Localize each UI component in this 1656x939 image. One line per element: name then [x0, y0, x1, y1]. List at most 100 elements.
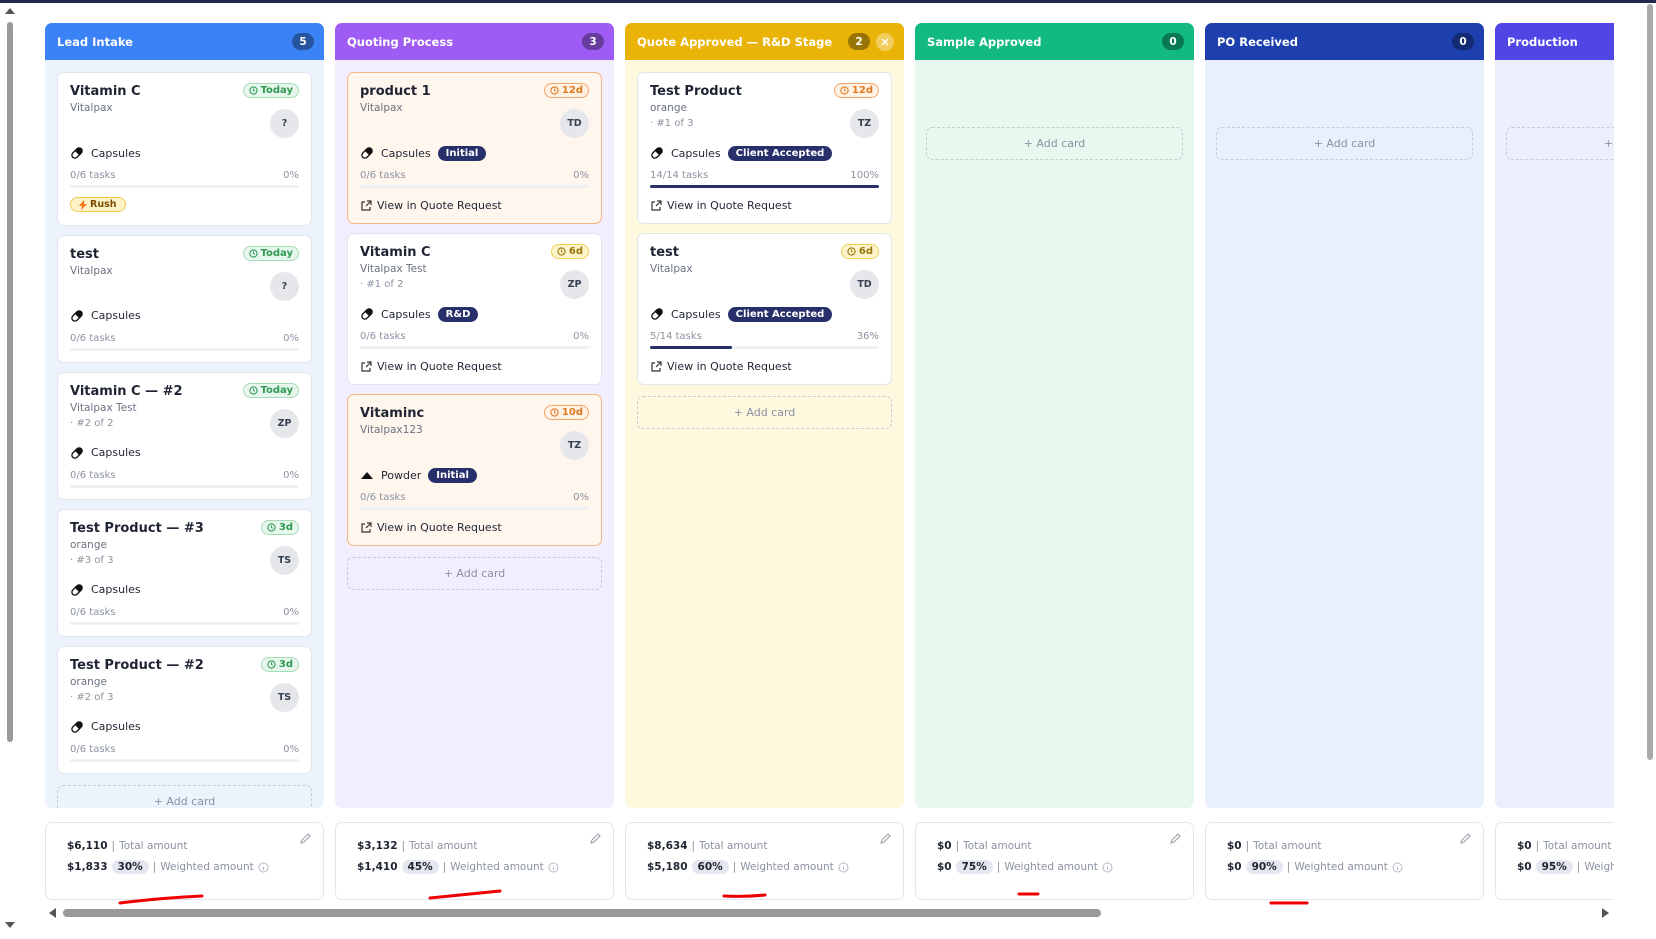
progress-fill — [650, 346, 733, 349]
external-icon — [650, 360, 662, 373]
card[interactable]: Test Product — #3 orange · #3 of 3 3d TS Caps… — [57, 508, 312, 637]
card[interactable]: test Vitalpax Today? Capsules 0/6 tasks 0% — [57, 234, 312, 363]
company: Vitalpax — [70, 264, 113, 277]
page-scrollbar[interactable] — [1644, 4, 1656, 764]
vertical-scrollbar[interactable] — [4, 8, 16, 928]
card-title: Vitamin C — #2 — [70, 383, 183, 399]
quote-link[interactable]: View in Quote Request — [360, 521, 589, 534]
due-badge: 3d — [260, 656, 299, 672]
form-row: Capsules Client Accepted — [650, 143, 879, 163]
add-card[interactable]: + Add card — [1216, 127, 1473, 160]
rush-tag: Rush — [70, 197, 126, 212]
edit-button[interactable] — [589, 833, 601, 848]
add-card[interactable]: + Add card — [57, 784, 312, 808]
form-icon — [360, 146, 374, 160]
stage-tag: Initial — [437, 145, 487, 161]
total-row: $6,110 | Total amount — [67, 840, 187, 852]
stage-tag: Client Accepted — [727, 306, 833, 322]
card-title: Test Product — #2 — [70, 657, 204, 673]
weighted-row: $0 75% | Weighted amount — [937, 860, 1113, 874]
edit-button[interactable] — [299, 833, 311, 848]
progress-track — [360, 346, 589, 349]
quote-link[interactable]: View in Quote Request — [360, 199, 589, 212]
card-title: product 1 — [360, 84, 431, 99]
avatar: TZ — [560, 431, 589, 460]
company: Vitalpax Test — [360, 263, 427, 275]
progress-label: 0% — [573, 170, 589, 181]
progress-label: 36% — [856, 331, 879, 342]
close-button[interactable] — [876, 32, 894, 51]
sequence: · #1 of 3 — [650, 118, 694, 129]
scroll-left[interactable] — [49, 908, 56, 918]
tasks: 0/6 tasks — [360, 170, 406, 181]
tasks-row: 0/6 tasks 0% — [70, 170, 299, 181]
clock-icon — [267, 522, 276, 532]
avatar: TD — [850, 270, 879, 299]
quote-link[interactable]: View in Quote Request — [650, 360, 879, 373]
percent: 90% — [1245, 860, 1283, 874]
weighted-row: $095%|Weighted amount — [1517, 860, 1614, 874]
edit-button[interactable] — [879, 833, 891, 848]
card[interactable]: Test Product — #2 orange · #2 of 3 3d TS Caps… — [57, 645, 312, 774]
scroll-thumb[interactable] — [7, 22, 13, 742]
card-count: 5 — [292, 33, 314, 50]
card[interactable]: Vitaminc Vitalpax123 10d TZ Powder Initial 0/6… — [347, 394, 602, 546]
card[interactable]: Vitamin C Vitalpax Today? Capsules 0/6 tasks… — [57, 72, 312, 226]
column-body: PO Received 0 + Add card — [1205, 23, 1484, 808]
bolt-icon — [79, 199, 87, 210]
weighted-label: Weighted amount — [1294, 861, 1388, 873]
edit-button[interactable] — [1459, 833, 1471, 848]
card-count: 2 — [848, 33, 870, 50]
card-header: Vitaminc Vitalpax123 10d TZ — [360, 405, 589, 465]
add-card[interactable]: + Add card — [1506, 127, 1614, 160]
card-title: test — [70, 246, 99, 262]
card[interactable]: product 1 Vitalpax 12d TD Capsules Initial 0/6… — [347, 72, 602, 224]
weighted-row: $1,833 30% | Weighted amount — [67, 860, 269, 874]
progress-label: 100% — [850, 170, 879, 181]
company: Vitalpax — [70, 102, 113, 114]
column-footer: $0 | Total amount $0 75% | Weighted amount — [915, 822, 1194, 900]
column-title: PO Received — [1217, 34, 1298, 49]
weighted-amount: $1,410 — [357, 861, 398, 873]
separator: | — [732, 861, 737, 873]
percent: 30% — [111, 860, 149, 874]
external-icon — [360, 360, 372, 373]
tasks-row: 0/6 tasks 0% — [70, 607, 299, 618]
total-amount: $0 — [1227, 840, 1242, 852]
clock-icon — [550, 408, 559, 417]
quote-link[interactable]: View in Quote Request — [360, 360, 589, 373]
scroll-up[interactable] — [5, 8, 15, 14]
card-count: 0 — [1162, 33, 1184, 50]
form-icon — [650, 146, 664, 160]
form: Capsules — [91, 583, 141, 596]
card[interactable]: Vitamin C Vitalpax Test · #1 of 2 6d ZP Capsu… — [347, 233, 602, 385]
separator: | — [1245, 840, 1250, 852]
card-header: test Vitalpax 6d TD — [650, 244, 879, 304]
column-footer: $8,634 | Total amount $5,180 60% | Weighted am… — [625, 822, 904, 900]
form: Capsules — [91, 309, 141, 322]
avatar: TS — [270, 682, 299, 712]
edit-button[interactable] — [1169, 833, 1181, 848]
clock-icon — [550, 86, 559, 95]
progress-label: 0% — [283, 743, 299, 755]
horizontal-scrollbar[interactable] — [49, 907, 1609, 919]
card[interactable]: test Vitalpax 6d TD Capsules Client Accepted 5… — [637, 233, 892, 385]
tasks-row: 0/6 tasks 0% — [360, 331, 589, 342]
progress-label: 0% — [573, 492, 589, 503]
form: Capsules — [381, 146, 431, 160]
scroll-down[interactable] — [5, 922, 15, 928]
column-title: Sample Approved — [927, 34, 1042, 49]
add-card[interactable]: + Add card — [637, 396, 892, 429]
scroll-right[interactable] — [1602, 908, 1609, 918]
avatar: ? — [270, 109, 299, 138]
scroll-thumb[interactable] — [1647, 4, 1653, 760]
form-row: Capsules Client Accepted — [650, 304, 879, 324]
quote-link[interactable]: View in Quote Request — [650, 199, 879, 212]
add-card[interactable]: + Add card — [347, 557, 602, 590]
add-card[interactable]: + Add card — [926, 127, 1183, 160]
info-icon — [838, 862, 849, 873]
card[interactable]: Vitamin C — #2 Vitalpax Test · #2 of 2 Toda… — [57, 371, 312, 500]
scroll-thumb[interactable] — [63, 909, 1101, 917]
card[interactable]: Test Product orange · #1 of 3 12d TZ Capsules… — [637, 72, 892, 224]
